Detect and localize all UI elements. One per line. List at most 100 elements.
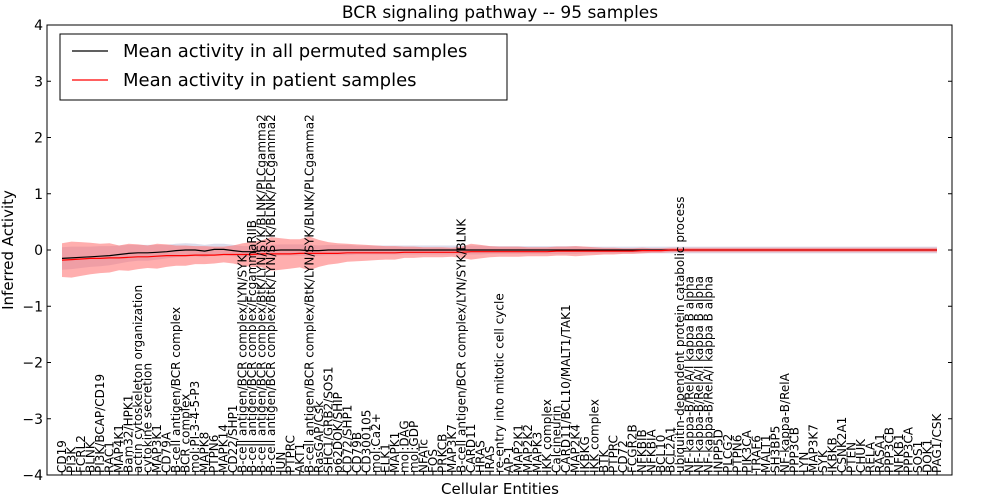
x-tick-label: MAP2K2 bbox=[521, 424, 535, 473]
y-tick-label: 4 bbox=[34, 18, 43, 34]
x-tick-label: CD22/SHP1 bbox=[226, 405, 240, 473]
x-tick-label: PPP3CB bbox=[882, 427, 896, 473]
x-tick-label: MAP4K1 bbox=[112, 424, 126, 473]
x-tick-label: INPP5D bbox=[711, 429, 725, 473]
x-tick-label: NFKB1 bbox=[892, 433, 906, 473]
x-tick-label: PTPRC bbox=[607, 435, 621, 473]
x-tick-label: AP-1 bbox=[502, 446, 516, 473]
x-tick-label: MAP3K1 bbox=[150, 424, 164, 473]
x-tick-label: PTPN6 bbox=[730, 435, 744, 473]
x-tick-label: p62DOK/SHIP bbox=[331, 392, 345, 473]
x-tick-label: PIK3CA bbox=[740, 429, 754, 473]
x-tick-label: MAPK14 bbox=[217, 424, 231, 473]
x-tick-label: actin cytoskeleton organization bbox=[131, 285, 145, 473]
x-tick-label: cytokine secretion bbox=[141, 363, 155, 473]
y-tick-label: −4 bbox=[22, 468, 43, 484]
x-tick-label: FCGR2B bbox=[626, 424, 640, 473]
x-tick-label: FCRL2 bbox=[74, 435, 88, 473]
x-tick-label: MAP2K4 bbox=[569, 424, 583, 473]
x-tick-label: mol:Ca2+ bbox=[369, 413, 383, 473]
x-tick-label: JUN bbox=[274, 452, 288, 474]
x-tick-label: mol:DAG bbox=[397, 420, 411, 473]
series-line-patient bbox=[61, 249, 937, 261]
x-tick-label: NFATc bbox=[416, 439, 430, 473]
x-tick-label: PLCG2 bbox=[721, 434, 735, 473]
legend-label-permuted: Mean activity in all permuted samples bbox=[123, 41, 467, 62]
x-tick-label: HRAS bbox=[474, 440, 488, 473]
y-tick-label: −3 bbox=[22, 412, 43, 428]
x-tick-label: PTPN6 bbox=[207, 435, 221, 473]
x-tick-label: CARD11 bbox=[464, 424, 478, 473]
x-tick-label: Calcineurin bbox=[550, 406, 564, 473]
x-tick-label: MAP3K7 bbox=[445, 424, 459, 473]
y-axis-label: Inferred Activity bbox=[0, 190, 17, 310]
x-tick-label: BTK bbox=[597, 448, 611, 473]
x-tick-label: PTPRC bbox=[283, 435, 297, 473]
x-tick-label: MALT1 bbox=[759, 434, 773, 473]
x-tick-label: B-cell antigen/BCR complex/LYN/SYK/BLNK bbox=[455, 218, 469, 473]
x-tick-label: RASA1 bbox=[873, 433, 887, 473]
x-tick-label: ubiquitin-dependent protein catabolic pr… bbox=[673, 197, 687, 473]
x-tick-label: mol:PI-3-4-5-P3 bbox=[188, 381, 202, 473]
x-tick-label: B-cell antigen/BCR complex/BtK/LYN/SYK/B… bbox=[255, 114, 269, 473]
x-tick-label: MAP3K7 bbox=[806, 424, 820, 473]
x-tick-label: CD72 bbox=[616, 440, 630, 473]
x-tick-label: NF-kappa-B/RelA/I kappa B alpha bbox=[683, 276, 697, 473]
x-tick-label: NF-kappa-B/RelA bbox=[778, 372, 792, 473]
x-tick-label: IKBKB bbox=[825, 437, 839, 473]
x-tick-label: CSNK2A1 bbox=[835, 417, 849, 473]
x-tick-label: B-cell antigen/BCR complex/BtK/LYN/SYK/B… bbox=[264, 114, 278, 473]
y-axis: −4 −3 −2 −1 0 1 2 3 4 bbox=[22, 18, 952, 484]
chart-title: BCR signaling pathway -- 95 samples bbox=[342, 3, 658, 23]
series-lines bbox=[61, 248, 937, 261]
x-tick-label: PPP3CA bbox=[902, 426, 916, 473]
x-tick-label: CHUK bbox=[854, 438, 868, 473]
x-tick-label: NF-kappa-B/RelA/I kappa B alpha bbox=[692, 276, 706, 473]
x-tick-label: CD19 bbox=[55, 440, 69, 473]
x-tick-label: PTEN bbox=[844, 442, 858, 473]
x-tick-label: PPP3CB bbox=[787, 427, 801, 473]
x-tick-label: AKT1 bbox=[293, 443, 307, 473]
y-tick-label: −1 bbox=[22, 299, 43, 315]
x-tick-label: BCL10 bbox=[654, 435, 668, 473]
x-tick-label: RELA bbox=[863, 441, 877, 473]
x-tick-label: PI3K bbox=[65, 446, 79, 473]
x-tick-label: PRKCB bbox=[435, 434, 449, 473]
x-tick-label: FOS bbox=[426, 449, 440, 473]
legend-label-patient: Mean activity in patient samples bbox=[123, 70, 417, 91]
y-tick-label: −2 bbox=[22, 356, 43, 372]
x-tick-label: PI3K/BCAP/CD19 bbox=[93, 374, 107, 473]
x-axis-tick-labels: CD19PI3KFCRL2BLNKPI3K/BCAP/CD19RAC1MAP4K… bbox=[55, 114, 944, 475]
x-tick-label: MAPK8 bbox=[198, 432, 212, 473]
x-tick-label: LYN bbox=[797, 452, 811, 473]
x-tick-label: BCL2A1 bbox=[664, 426, 678, 473]
x-tick-label: RasGAP/Csk bbox=[312, 401, 326, 473]
x-tick-label: ELK1 bbox=[378, 443, 392, 473]
x-tick-label: CD79A bbox=[160, 431, 174, 473]
x-tick-label: MAP2K1 bbox=[512, 424, 526, 473]
x-tick-label: Bam32/HPK1 bbox=[122, 395, 136, 473]
x-tick-label: CARD11/BCL10/MALT1/TAK1 bbox=[559, 304, 573, 473]
confidence-bands bbox=[62, 236, 937, 278]
y-tick-label: 3 bbox=[34, 74, 43, 90]
y-tick-label: 2 bbox=[34, 131, 43, 147]
x-tick-label: TRAF6 bbox=[749, 435, 763, 474]
x-tick-label: DOK1 bbox=[921, 439, 935, 473]
x-tick-label: B-cell antigen/BCR complex/LYN/SYK bbox=[236, 253, 250, 473]
x-tick-label: B-cell antigen/BCR complex/BtK/LYN/SYK/B… bbox=[302, 114, 316, 473]
x-tick-label: IKBKG bbox=[578, 436, 592, 473]
x-tick-label: NF-kappa-B/RelA/I kappa B alpha bbox=[702, 276, 716, 473]
band-patient bbox=[62, 236, 937, 278]
legend-box bbox=[59, 33, 508, 101]
x-tick-label: mol:GDP bbox=[407, 421, 421, 473]
x-tick-label: NFKBIB bbox=[635, 429, 649, 473]
x-axis-label: Cellular Entities bbox=[441, 480, 559, 498]
x-tick-label: SOS1 bbox=[911, 441, 925, 473]
x-tick-label: SH3BP5 bbox=[768, 426, 782, 473]
x-tick-label: BCR complex bbox=[179, 394, 193, 473]
x-tick-label: SYK bbox=[816, 449, 830, 473]
x-tick-label: re-entry into mitotic cell cycle bbox=[493, 293, 507, 473]
x-tick-label: IRAS bbox=[483, 446, 497, 473]
x-tick-label: B-cell antigen/BCR complex bbox=[169, 307, 183, 473]
